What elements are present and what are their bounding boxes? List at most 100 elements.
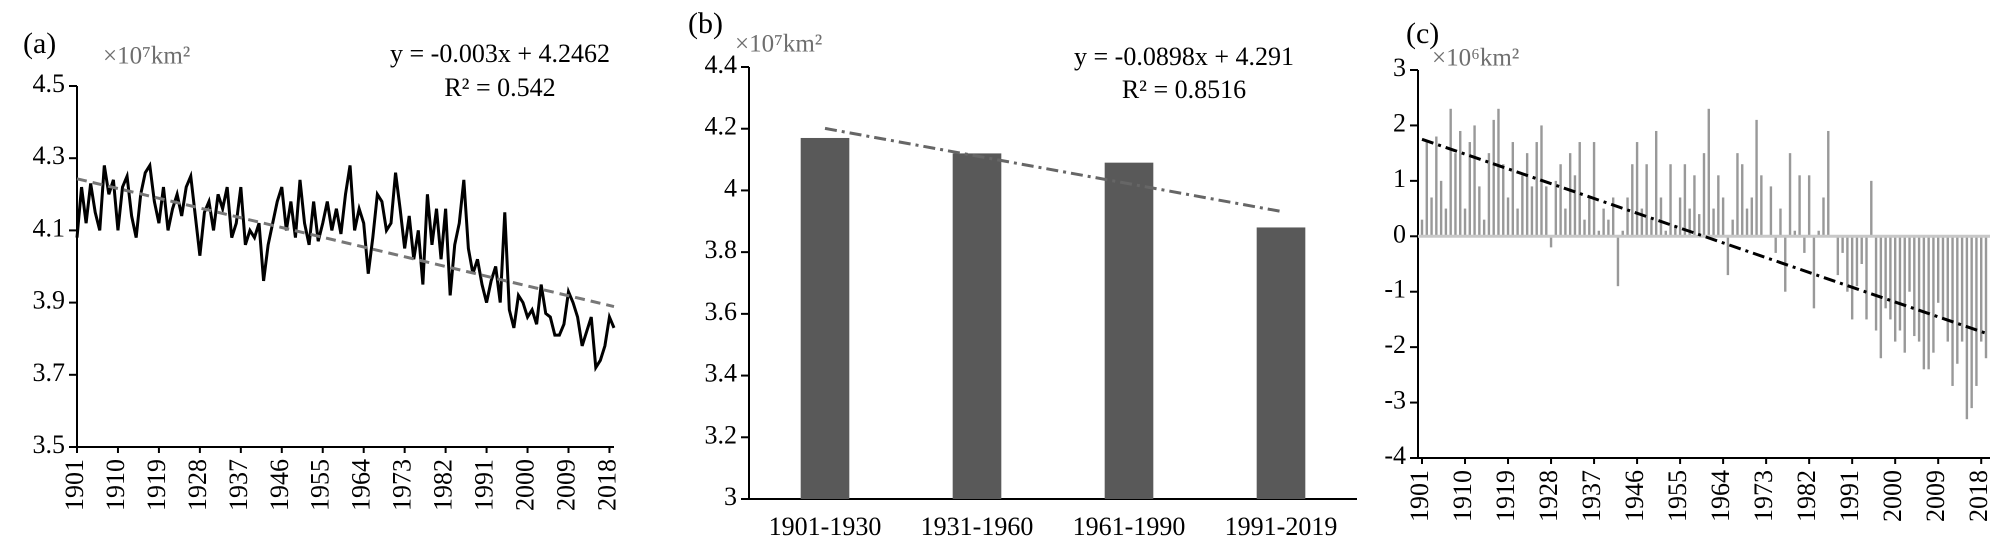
y-tick-label: 3.4 (705, 359, 738, 388)
y-tick-label: 3.6 (705, 297, 738, 326)
x-tick-label: 1964 (347, 459, 376, 511)
x-tick-label: 2000 (511, 459, 540, 511)
bar (1650, 219, 1653, 237)
unit-label: ×10⁶km² (1432, 45, 1519, 72)
bar (1463, 208, 1467, 237)
y-tick-label: 3.2 (705, 420, 738, 449)
bar (1745, 208, 1749, 237)
bar (1726, 236, 1730, 276)
bar (1922, 236, 1926, 370)
bar (1545, 186, 1548, 237)
bar (1525, 153, 1529, 237)
x-tick-label: 1982 (429, 459, 458, 511)
bar (1631, 164, 1634, 237)
bar (1688, 208, 1691, 237)
bar (1803, 236, 1806, 253)
bar (1984, 236, 1988, 359)
bar (1478, 186, 1481, 237)
bar (1573, 175, 1577, 237)
x-tick-label: 1982 (1792, 470, 1821, 522)
y-tick-label: 4.1 (33, 213, 66, 242)
bar (952, 153, 1002, 499)
bar (1980, 236, 1983, 342)
bar (1664, 230, 1667, 237)
x-tick-label: 1946 (1620, 470, 1649, 522)
bar (1611, 197, 1615, 237)
bar (1812, 236, 1816, 309)
bar (1454, 153, 1457, 237)
r-squared: R² = 0.542 (444, 73, 555, 102)
x-tick-label: 1910 (1448, 470, 1477, 522)
x-tick-label: 1919 (142, 459, 171, 511)
bar (1568, 153, 1572, 237)
y-tick-label: 3 (724, 482, 737, 511)
bar (1850, 236, 1854, 320)
x-tick-label: 2018 (1964, 470, 1993, 522)
bar (1702, 153, 1706, 237)
bar (1712, 208, 1715, 237)
bar (1779, 208, 1782, 237)
x-tick-label: 1991 (1835, 470, 1864, 522)
bar (1893, 236, 1897, 342)
trend-equation: y = -0.0898x + 4.291 (1074, 42, 1294, 71)
y-tick-label: -1 (1384, 275, 1406, 304)
bar (1592, 142, 1596, 237)
bar (1516, 208, 1519, 237)
bar (1578, 142, 1581, 237)
bar (1736, 153, 1739, 237)
bar (1420, 219, 1424, 237)
bar (1506, 197, 1510, 237)
bar (1908, 236, 1911, 292)
bar (1898, 236, 1902, 331)
bar (1635, 142, 1639, 237)
bar (1626, 197, 1629, 237)
bar (1497, 108, 1500, 237)
x-tick-label: 2018 (592, 459, 621, 511)
y-tick-label: 4.3 (33, 141, 66, 170)
x-tick-label: 2009 (551, 459, 580, 511)
x-tick-label: 2009 (1921, 470, 1950, 522)
bar (1951, 236, 1954, 386)
bar (800, 137, 850, 499)
x-tick-label: 1919 (1491, 470, 1520, 522)
bar (1564, 208, 1567, 237)
bar (1535, 142, 1538, 237)
bar (1860, 236, 1863, 264)
bar (1707, 108, 1710, 237)
x-tick-label: 1937 (1577, 470, 1606, 522)
bar (1435, 136, 1438, 237)
y-tick-label: 3.8 (705, 235, 738, 264)
bar (1521, 175, 1524, 237)
bar (1937, 236, 1940, 303)
bar (1602, 208, 1605, 237)
x-tick-label: 1910 (101, 459, 130, 511)
y-tick-label: 4.4 (705, 50, 738, 79)
bar (1913, 236, 1916, 337)
bar (1502, 164, 1505, 237)
bar (1884, 236, 1887, 309)
y-tick-label: 1 (1393, 164, 1406, 193)
bar (1774, 236, 1777, 253)
y-tick-label: 3.5 (33, 430, 66, 459)
x-tick-label: 1961-1990 (1073, 512, 1186, 541)
bar (1621, 230, 1624, 237)
bar (1741, 164, 1744, 237)
bar (1846, 236, 1849, 292)
y-tick-label: 4.5 (33, 69, 66, 98)
bar (1932, 236, 1935, 353)
bar (1874, 236, 1878, 331)
bar (1678, 197, 1682, 237)
bar (1607, 219, 1610, 237)
bar (1917, 236, 1921, 342)
bar (1941, 236, 1945, 320)
bar (1793, 230, 1797, 237)
bar (1970, 236, 1973, 409)
panel-label: (a) (23, 27, 56, 60)
x-tick-label: 1901 (60, 459, 89, 511)
bar (1549, 236, 1553, 248)
bar (1444, 208, 1448, 237)
panel-label: (b) (688, 7, 723, 40)
y-tick-label: 4.2 (705, 112, 738, 141)
